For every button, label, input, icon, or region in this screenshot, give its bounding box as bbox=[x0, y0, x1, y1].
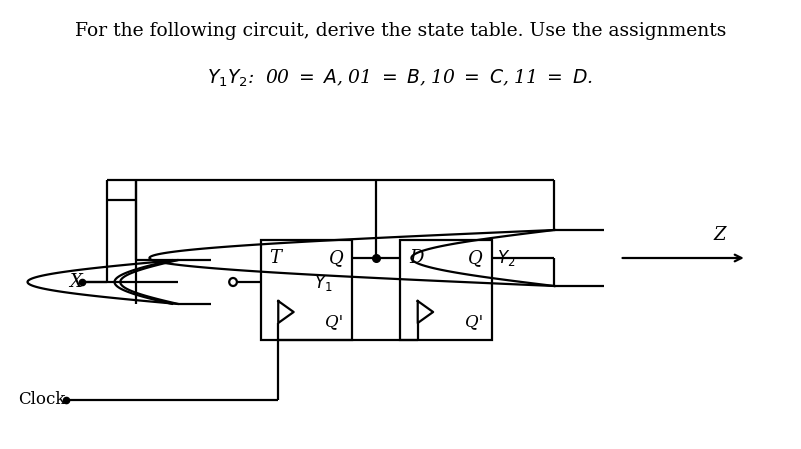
Bar bbox=[400, 240, 492, 340]
Bar bbox=[261, 240, 352, 340]
Text: For the following circuit, derive the state table. Use the assignments: For the following circuit, derive the st… bbox=[74, 22, 726, 40]
Text: Q': Q' bbox=[325, 313, 344, 330]
Text: D: D bbox=[409, 249, 424, 267]
Text: Z: Z bbox=[713, 226, 726, 244]
Text: $Y_1Y_2$: $\;$00 $=$ $A$,$\;$01 $=$ $B$,$\;$10 $=$ $C$,$\;$11 $=$ $D$.: $Y_1Y_2$: $\;$00 $=$ $A$,$\;$01 $=$ $B$,… bbox=[207, 68, 594, 89]
Text: $Y_2$: $Y_2$ bbox=[497, 248, 515, 268]
Text: Q: Q bbox=[329, 249, 344, 267]
Text: X: X bbox=[69, 273, 82, 291]
Text: Clock: Clock bbox=[18, 392, 66, 409]
Text: Q': Q' bbox=[465, 313, 483, 330]
Text: T: T bbox=[270, 249, 282, 267]
Text: Q: Q bbox=[469, 249, 483, 267]
Text: $Y_1$: $Y_1$ bbox=[314, 273, 332, 293]
